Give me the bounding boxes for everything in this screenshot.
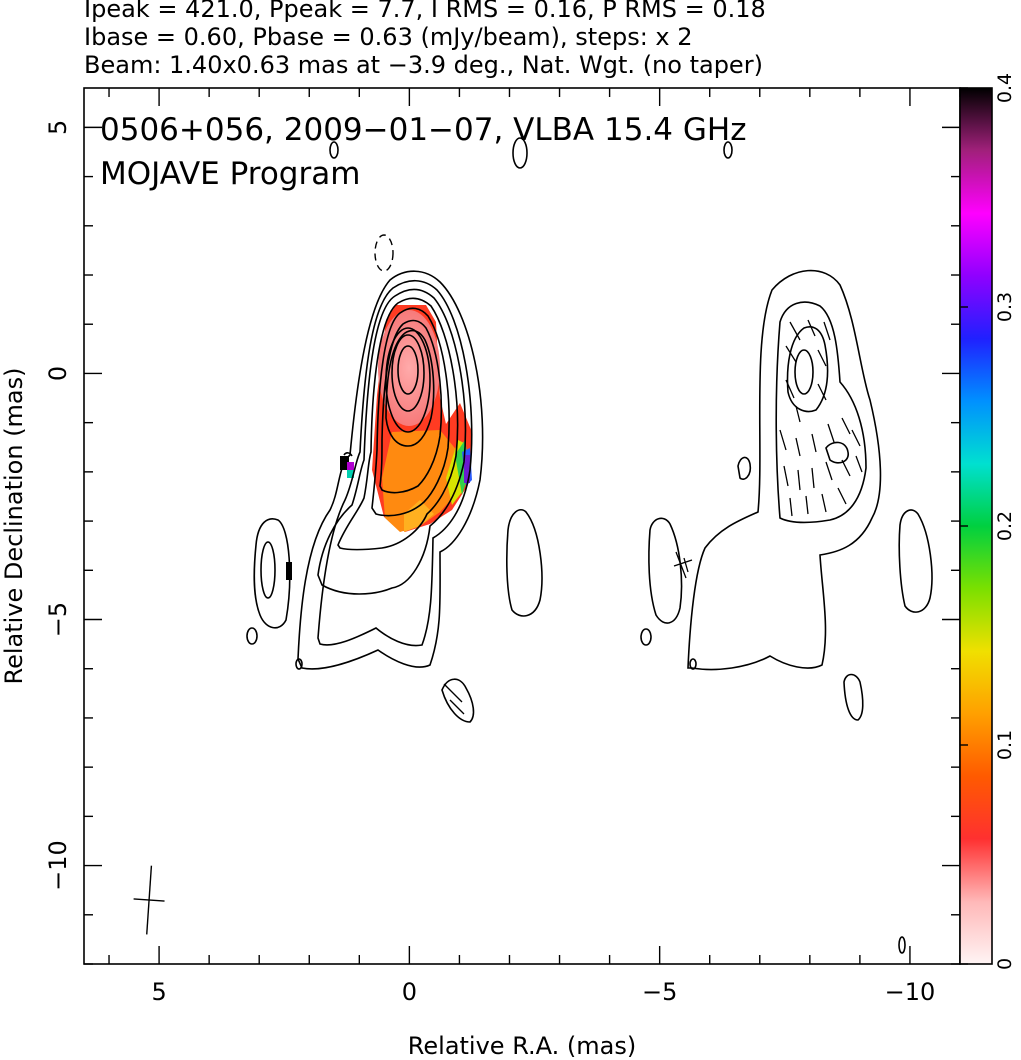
- colorbar-tick-label: 0.4: [994, 73, 1016, 103]
- evpa-stick: [779, 429, 787, 451]
- evpa-stick: [817, 383, 827, 401]
- evpa-stick: [795, 437, 801, 457]
- evpa-stick: [807, 319, 816, 337]
- evpa-stick: [805, 495, 809, 515]
- y-tick-label: −10: [44, 840, 72, 891]
- plot-frame: [83, 87, 961, 965]
- header-line-2: Ibase = 0.60, Pbase = 0.63 (mJy/beam), s…: [84, 23, 693, 51]
- evpa-stick: [785, 345, 797, 363]
- beam-minor-axis: [133, 898, 165, 902]
- polarized-intensity-contours: [640, 141, 933, 954]
- evpa-stick: [855, 455, 863, 473]
- x-axis-title: Relative R.A. (mas): [408, 1032, 636, 1060]
- evpa-stick: [827, 423, 835, 443]
- evpa-vectors: [779, 319, 863, 517]
- header-line-1: Ipeak = 421.0, Ppeak = 7.7, I RMS = 0.16…: [84, 0, 766, 23]
- evpa-stick: [837, 487, 847, 505]
- x-tick-label: 5: [151, 978, 166, 1006]
- x-tick-label: 0: [402, 978, 417, 1006]
- evpa-stick: [789, 321, 801, 341]
- evpa-stick: [797, 469, 801, 491]
- total-intensity-contours: [246, 137, 543, 723]
- x-tick-label: −10: [885, 978, 936, 1006]
- y-axis: 5 0 −5 −10: [44, 120, 960, 891]
- x-tick-label: −5: [642, 978, 677, 1006]
- evpa-stick: [841, 459, 851, 477]
- evpa-stick: [825, 461, 833, 481]
- minor-ticks: [84, 88, 961, 965]
- evpa-stick: [789, 497, 793, 517]
- evpa-stick: [785, 379, 795, 399]
- plot-title: 0506+056, 2009−01−07, VLBA 15.4 GHz: [100, 112, 746, 148]
- evpa-stick: [821, 493, 827, 513]
- plot-subtitle: MOJAVE Program: [100, 156, 360, 192]
- colorbar-tick-label: 0: [994, 958, 1016, 970]
- y-tick-label: 0: [44, 366, 72, 381]
- evpa-stick: [817, 349, 827, 367]
- colorbar-tick-label: 0.1: [994, 730, 1016, 760]
- colorbar-tick-label: 0.3: [994, 292, 1016, 322]
- colorbar-tick-label: 0.2: [994, 511, 1016, 541]
- y-tick-label: 5: [44, 120, 72, 135]
- evpa-stick: [811, 467, 815, 489]
- evpa-stick: [795, 405, 801, 423]
- evpa-stick: [823, 321, 831, 341]
- x-axis: 5 0 −5 −10: [151, 88, 935, 1006]
- evpa-stick: [841, 417, 851, 435]
- colorbar: 0 0.1 0.2 0.3 0.4: [959, 73, 1016, 970]
- header-line-3: Beam: 1.40x0.63 mas at −3.9 deg., Nat. W…: [84, 51, 763, 79]
- beam-marker: [133, 865, 165, 935]
- y-tick-label: −5: [44, 602, 72, 637]
- evpa-stick: [811, 433, 817, 453]
- evpa-stick: [783, 465, 789, 487]
- y-axis-title: Relative Declination (mas): [0, 367, 28, 684]
- evpa-stick: [851, 429, 861, 447]
